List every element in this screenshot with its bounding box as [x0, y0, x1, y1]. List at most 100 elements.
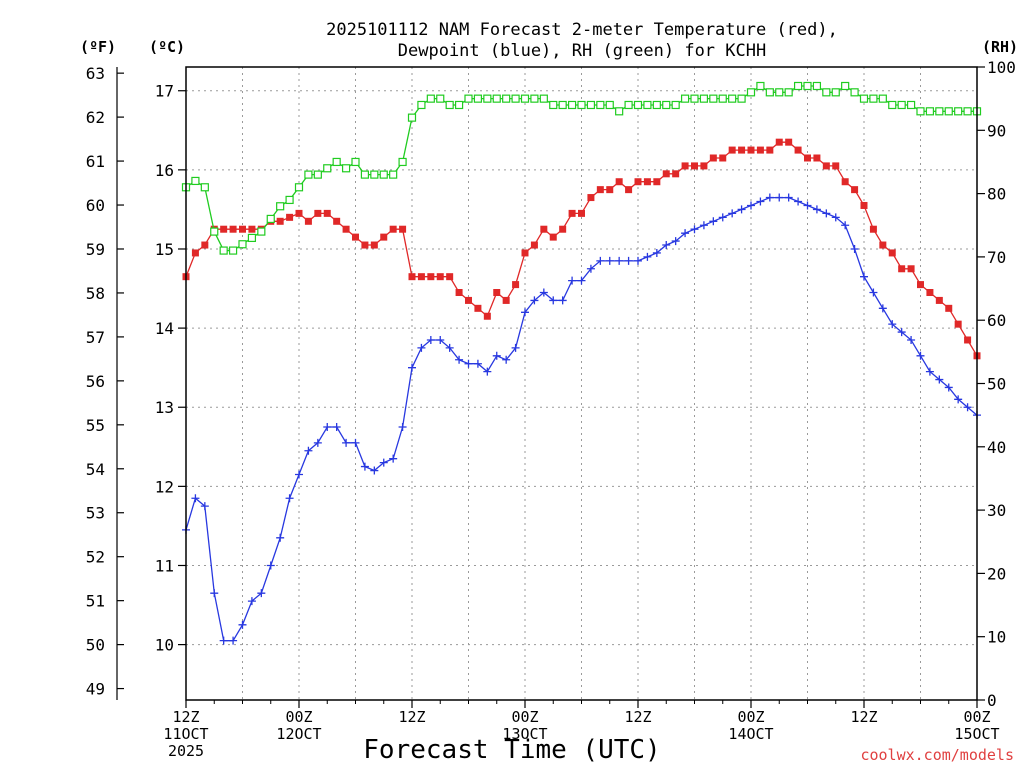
- dewpoint-point: [398, 423, 407, 432]
- temperature-point: [709, 154, 717, 162]
- temperature-point: [964, 336, 972, 344]
- temperature-point: [229, 225, 237, 233]
- celsius-unit-label: (ºC): [149, 38, 185, 56]
- temperature-point: [926, 289, 934, 297]
- rh-point: [643, 100, 652, 110]
- dewpoint-point: [709, 217, 718, 226]
- rh-tick-label: 50: [987, 375, 1006, 394]
- rh-unit-label: (RH): [982, 38, 1018, 56]
- temperature-point: [568, 209, 576, 217]
- temperature-point: [869, 225, 877, 233]
- fahrenheit-tick-label: 54: [86, 460, 105, 479]
- rh-point: [756, 81, 765, 91]
- temperature-point: [530, 241, 538, 249]
- dewpoint-point: [370, 466, 379, 475]
- rh-point: [859, 94, 869, 103]
- rh-point: [671, 100, 680, 110]
- dewpoint-point: [473, 359, 482, 368]
- dewpoint-point: [869, 288, 878, 297]
- rh-point: [746, 88, 756, 97]
- dewpoint-point: [332, 423, 341, 432]
- grid-lines: [186, 67, 977, 700]
- rh-point: [389, 170, 398, 179]
- rh-point: [728, 94, 737, 103]
- temperature-point: [559, 225, 567, 233]
- temperature-point: [879, 241, 887, 249]
- rh-point: [775, 88, 784, 97]
- rh-point: [191, 176, 200, 186]
- temperature-point: [248, 225, 256, 233]
- x-tick-label: 12Z: [172, 708, 199, 726]
- dewpoint-point: [662, 241, 671, 250]
- series-rh: [181, 81, 982, 255]
- rh-point: [878, 94, 887, 103]
- rh-point: [351, 157, 360, 167]
- dewpoint-point: [257, 589, 266, 598]
- temperature-point: [483, 312, 491, 320]
- rh-point: [530, 94, 539, 103]
- temperature-point: [888, 249, 896, 257]
- temperature-point: [596, 186, 604, 194]
- rh-point: [360, 170, 370, 179]
- temperature-point: [295, 209, 303, 217]
- temperature-point: [775, 138, 783, 146]
- dewpoint-point: [511, 343, 520, 352]
- rh-point: [228, 246, 238, 255]
- dewpoint-point: [615, 256, 624, 265]
- celsius-tick-label: 14: [155, 319, 174, 338]
- rh-point: [869, 94, 878, 103]
- rh-point: [586, 100, 596, 110]
- rh-point: [332, 157, 341, 167]
- dewpoint-point: [747, 201, 755, 210]
- rh-point: [963, 107, 972, 116]
- temperature-point: [813, 154, 821, 162]
- dewpoint-point: [925, 367, 934, 376]
- dewpoint-point: [238, 620, 247, 629]
- dewpoint-point: [728, 209, 737, 218]
- temperature-point: [352, 233, 359, 241]
- dewpoint-point: [502, 355, 511, 364]
- dewpoint-point: [351, 438, 360, 447]
- rh-point: [765, 88, 774, 97]
- temperature-point: [945, 304, 953, 312]
- rh-point: [370, 170, 379, 179]
- dewpoint-point: [266, 561, 275, 570]
- dewpoint-point: [389, 454, 398, 463]
- dewpoint-point: [624, 256, 633, 265]
- dewpoint-point: [634, 256, 642, 265]
- temperature-point: [286, 213, 294, 221]
- dewpoint-point: [671, 237, 680, 246]
- dewpoint-point: [935, 375, 944, 384]
- temperature-point: [389, 225, 397, 233]
- dewpoint-point: [417, 343, 426, 352]
- temperature-point: [954, 320, 962, 328]
- dewpoint-point: [812, 205, 821, 214]
- rh-point: [341, 164, 351, 173]
- rh-point: [200, 183, 209, 192]
- fahrenheit-tick-label: 51: [86, 592, 105, 611]
- dewpoint-point: [850, 244, 859, 253]
- series-temperature: [182, 138, 981, 360]
- temperature-point: [474, 304, 482, 312]
- temperature-point: [493, 289, 501, 297]
- rh-point: [633, 100, 643, 110]
- rh-point: [502, 94, 511, 103]
- dewpoint-point: [822, 209, 831, 218]
- temperature-point: [587, 194, 595, 202]
- fahrenheit-tick-label: 49: [86, 680, 105, 699]
- fahrenheit-tick-label: 56: [86, 372, 105, 391]
- dewpoint-point: [756, 197, 765, 206]
- temperature-point: [691, 162, 698, 170]
- x-tick-label: 11OCT: [163, 725, 208, 743]
- rh-tick-label: 100: [987, 58, 1016, 77]
- rh-tick-label: 0: [987, 691, 997, 710]
- temperature-point: [446, 273, 454, 281]
- temperature-point: [681, 162, 689, 170]
- rh-point: [257, 227, 266, 236]
- rh-point: [473, 94, 483, 103]
- rh-point: [737, 94, 746, 103]
- rh-point: [407, 113, 417, 122]
- temperature-point: [794, 146, 802, 154]
- x-tick-label: 14OCT: [728, 725, 773, 743]
- rh-point: [313, 170, 322, 179]
